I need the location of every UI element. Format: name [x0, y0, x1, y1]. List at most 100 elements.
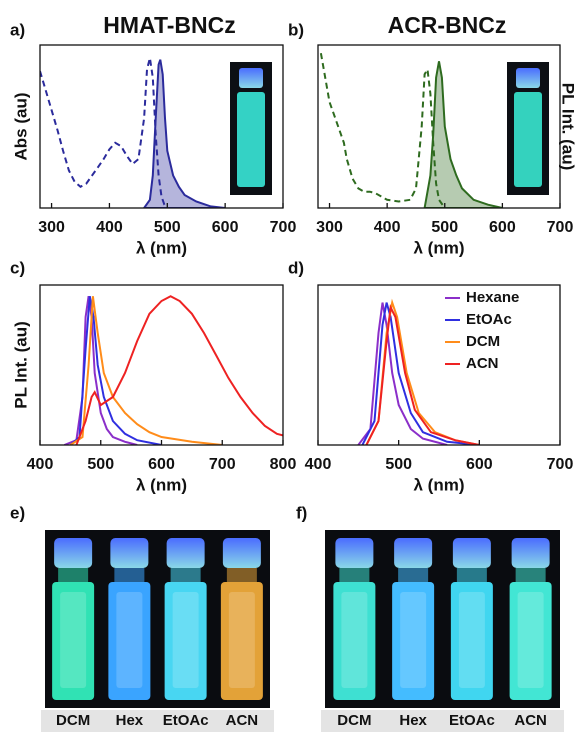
vial-cap [452, 538, 491, 568]
spectrum-line [40, 57, 169, 208]
x-tick-label: 400 [305, 456, 332, 473]
spectrum-line [357, 302, 448, 445]
vial-neck [170, 568, 201, 582]
photo-panel: f) DCM Hex EtOAc ACN [296, 503, 564, 732]
vial-neck [398, 568, 429, 582]
inset-cap [516, 68, 540, 88]
x-tick-label: 600 [212, 219, 239, 236]
panel-label: c) [10, 258, 25, 277]
x-tick-label: 600 [148, 456, 175, 473]
photo-label: DCM [337, 712, 371, 729]
x-tick-label: 500 [431, 219, 458, 236]
panel: 400 500 600 700 800 λ (nm) PL Int. (au) c) [10, 258, 296, 494]
plot-frame [39, 284, 284, 446]
photo-label: EtOAc [449, 712, 495, 729]
x-axis-label: λ (nm) [414, 238, 465, 257]
plot-frame [317, 284, 561, 446]
x-tick-label: 600 [489, 219, 516, 236]
vial-body [108, 582, 151, 700]
vial-body [220, 582, 263, 700]
vial-neck [339, 568, 370, 582]
x-tick-label: 800 [270, 456, 297, 473]
inset-cap [239, 68, 263, 88]
photo-label: ACN [226, 712, 259, 729]
vial-cap [166, 538, 205, 568]
x-tick-label: 500 [87, 456, 114, 473]
panel: 300 400 500 600 700 λ (nm) Abs (au) HMAT-BNCz a) [10, 12, 296, 257]
legend-label: Hexane [466, 289, 519, 306]
label-strip [321, 710, 564, 732]
vial-cap [54, 538, 93, 568]
vial-cap [335, 538, 374, 568]
x-tick-label: 400 [374, 219, 401, 236]
vial-glow [458, 592, 485, 688]
photo-label: Hex [399, 712, 427, 729]
vial-body [450, 582, 493, 700]
legend-label: DCM [466, 333, 500, 350]
photo-label: EtOAc [163, 712, 209, 729]
x-tick-label: 600 [466, 456, 493, 473]
legend-label: EtOAc [466, 311, 512, 328]
vial-glow [400, 592, 427, 688]
vial-glow [60, 592, 87, 688]
x-tick-label: 300 [316, 219, 343, 236]
photo-panel: e) DCM Hex EtOAc ACN [10, 503, 274, 732]
x-tick-label: 500 [385, 456, 412, 473]
vial-body [392, 582, 435, 700]
vial-cap [222, 538, 261, 568]
y-axis-label: Abs (au) [11, 93, 30, 161]
label-strip [41, 710, 274, 732]
vial-body [164, 582, 207, 700]
vial-cap [110, 538, 149, 568]
photo-label: DCM [56, 712, 90, 729]
panel-label: b) [288, 20, 304, 39]
vial-glow [517, 592, 544, 688]
x-tick-label: 400 [96, 219, 123, 236]
panel: 300 400 500 600 700 λ (nm) PL Int. (au) ACR-BNC… [288, 12, 577, 257]
vial-glow [228, 592, 255, 688]
x-axis-label: λ (nm) [136, 475, 187, 494]
panel-label: e) [10, 503, 25, 522]
spectrum-line [365, 303, 480, 445]
x-tick-label: 400 [27, 456, 54, 473]
panel-label: a) [10, 20, 25, 39]
spectrum-line [75, 295, 283, 445]
x-tick-label: 700 [547, 219, 574, 236]
y-axis-label: PL Int. (au) [11, 321, 30, 409]
spectrum-line [69, 296, 162, 445]
inset-vial [514, 92, 542, 187]
x-tick-label: 700 [270, 219, 297, 236]
pl-area [423, 61, 503, 208]
vial-cap [511, 538, 550, 568]
x-axis-label: λ (nm) [414, 475, 465, 494]
vial-neck [515, 568, 546, 582]
x-tick-label: 700 [209, 456, 236, 473]
vial-neck [58, 568, 89, 582]
panel-label: f) [296, 503, 307, 522]
vial-cap [394, 538, 433, 568]
x-tick-label: 500 [154, 219, 181, 236]
panel-title: HMAT-BNCz [103, 12, 235, 38]
pl-area [142, 59, 226, 208]
vial-body [509, 582, 552, 700]
legend-label: ACN [466, 355, 499, 372]
spectrum-line [319, 53, 446, 208]
photo-label: Hex [116, 712, 144, 729]
panel-title: ACR-BNCz [388, 12, 507, 38]
x-tick-label: 300 [38, 219, 65, 236]
panel-label: d) [288, 258, 304, 277]
inset-vial [237, 92, 265, 187]
x-axis-label: λ (nm) [136, 238, 187, 257]
vial-glow [172, 592, 199, 688]
panel: 400 500 600 700 λ (nm) d) Hexane EtOAc DCM ACN [288, 258, 573, 494]
vial-neck [456, 568, 487, 582]
spectrum-line [361, 302, 480, 445]
plot-frame [39, 44, 284, 209]
vial-body [333, 582, 376, 700]
vial-body [52, 582, 95, 700]
x-tick-label: 700 [547, 456, 574, 473]
vial-glow [116, 592, 143, 688]
vial-glow [341, 592, 368, 688]
y2-axis-label: PL Int. (au) [559, 83, 577, 171]
